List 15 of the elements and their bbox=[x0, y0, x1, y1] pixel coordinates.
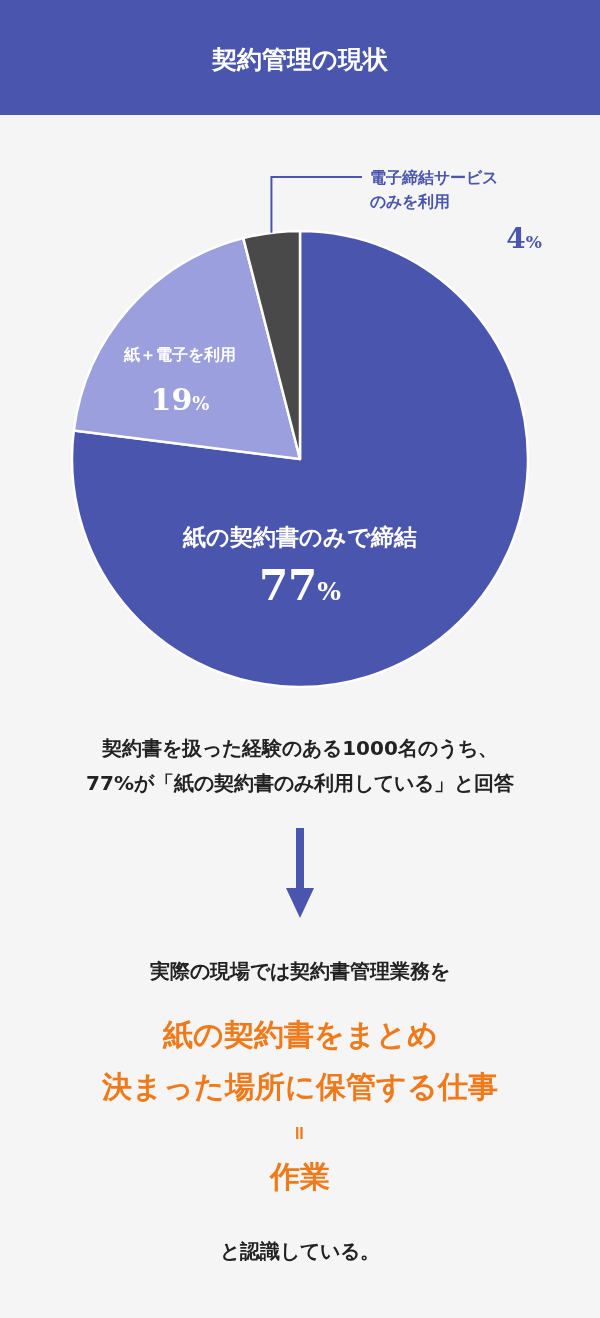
slice-label: 紙＋電子を利用 bbox=[123, 345, 236, 364]
slice-label: 紙の契約書のみで締結 bbox=[182, 524, 417, 550]
text: 契約書を扱った経験のある1000名のうち、 bbox=[101, 736, 498, 760]
text: 紙の契約書をまとめ bbox=[161, 1017, 438, 1052]
text: 実際の現場では契約書管理業務を bbox=[149, 959, 450, 983]
text: 決まった場所に保管する仕事 bbox=[101, 1069, 498, 1104]
text: 77%が「紙の契約書のみ利用している」と回答 bbox=[86, 771, 514, 795]
data-label: 4% bbox=[506, 222, 542, 255]
text: 作業 bbox=[268, 1159, 330, 1194]
text: と認識している。 bbox=[220, 1239, 380, 1263]
data-label: 19% bbox=[150, 382, 210, 417]
data-label: 77% bbox=[258, 561, 342, 610]
slice-label: 電子締結サービスのみを利用 bbox=[370, 168, 498, 211]
chart-title: 契約管理の現状 bbox=[211, 45, 389, 74]
text: ＝ bbox=[287, 1122, 313, 1144]
